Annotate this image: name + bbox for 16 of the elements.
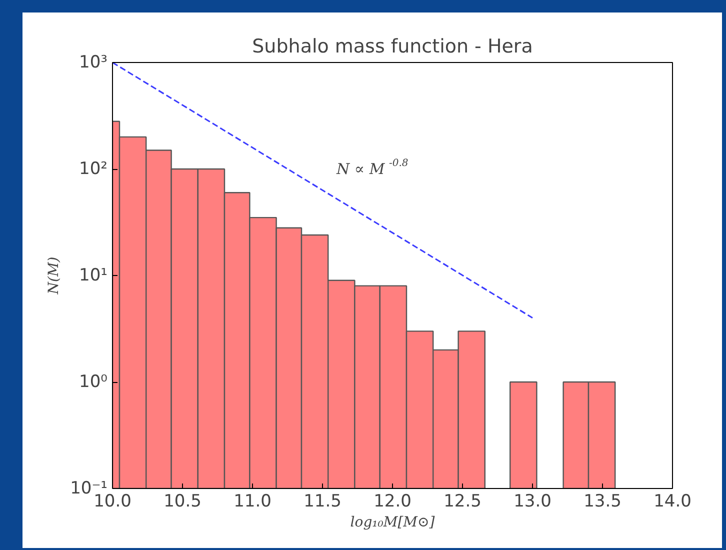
y-axis-title: N(M) [46, 256, 62, 296]
chart-title: Subhalo mass function - Hera [252, 36, 533, 58]
x-tick-label: 12.0 [374, 492, 412, 512]
x-tick-label: 11.5 [304, 492, 342, 512]
x-tick-label: 10.5 [164, 492, 202, 512]
y-tick-label: 10³ [79, 52, 108, 72]
y-tick-label: 10¹ [79, 266, 108, 286]
y-tick-label: 10² [79, 159, 108, 179]
x-tick-label: 11.0 [234, 492, 272, 512]
x-tick-label: 14.0 [654, 492, 692, 512]
x-tick-label: 12.5 [444, 492, 482, 512]
annotation: N ∝ M-0.8 [336, 158, 408, 178]
x-tick-label: 13.5 [584, 492, 622, 512]
x-axis-title: log₁₀M[M⊙] [350, 514, 436, 530]
x-tick-label: 13.0 [514, 492, 552, 512]
y-tick-label: 10⁰ [79, 372, 108, 392]
